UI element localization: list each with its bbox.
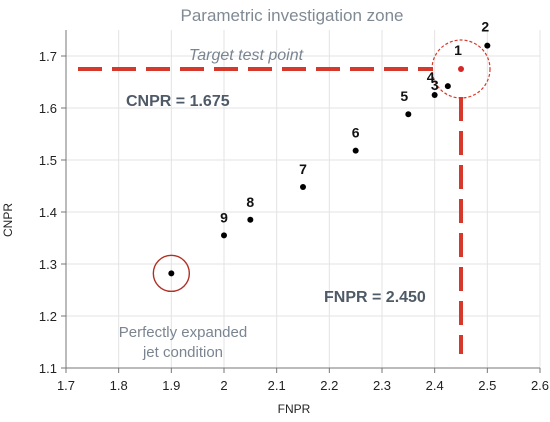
perfect-expanded-label-line2: jet condition (142, 344, 223, 361)
y-tick-label: 1.7 (39, 49, 57, 64)
y-tick-label: 1.2 (39, 309, 57, 324)
x-tick-label: 2.2 (320, 378, 338, 393)
x-tick-label: 2 (220, 378, 227, 393)
data-points (168, 42, 491, 277)
x-tick-label: 1.7 (57, 378, 75, 393)
y-tick-label: 1.4 (39, 205, 57, 220)
point-label: 1 (454, 42, 462, 58)
point-label: 2 (481, 19, 489, 35)
data-point (168, 270, 175, 277)
perfect-expanded-circle (152, 254, 191, 293)
point-label: 4 (427, 69, 435, 85)
y-tick-label: 1.5 (39, 153, 57, 168)
y-tick-label: 1.6 (39, 101, 57, 116)
point-label: 8 (246, 194, 254, 210)
x-tick-label: 1.8 (110, 378, 128, 393)
x-tick-label: 2.3 (373, 378, 391, 393)
perfect-expanded-label-line1: Perfectly expanded (119, 324, 247, 341)
x-tick-labels: 1.7 1.8 1.9 2 2.1 2.2 2.3 2.4 2.5 2.6 (57, 378, 549, 393)
chart-title: Parametric investigation zone (180, 6, 403, 25)
data-point (352, 147, 359, 154)
data-point (484, 42, 491, 49)
cnpr-reference-label: CNPR = 1.675 (126, 93, 230, 110)
data-point (444, 83, 451, 90)
y-axis-title: CNPR (1, 203, 15, 237)
x-tick-label: 1.9 (162, 378, 180, 393)
fnpr-reference-label: FNPR = 2.450 (324, 289, 426, 306)
grid (61, 30, 541, 373)
x-tick-label: 2.1 (268, 378, 286, 393)
data-point (405, 111, 412, 118)
x-tick-label: 2.4 (426, 378, 444, 393)
x-axis-title: FNPR (278, 402, 311, 416)
y-tick-label: 1.1 (39, 361, 57, 376)
point-labels: 1 2 34 5 6 7 8 9 (220, 19, 489, 226)
data-point (247, 216, 254, 223)
point-label: 3 (431, 77, 439, 93)
point-label: 5 (400, 88, 408, 104)
target-circle (431, 39, 491, 99)
x-tick-label: 2.5 (478, 378, 496, 393)
target-test-point-label: Target test point (189, 47, 304, 64)
data-point (458, 66, 464, 72)
point-label: 6 (352, 125, 360, 141)
data-point (431, 92, 438, 98)
point-label: 9 (220, 209, 228, 225)
y-tick-labels: 1.1 1.2 1.3 1.4 1.5 1.6 1.7 (39, 49, 57, 376)
point-label: 7 (299, 161, 307, 177)
data-point (300, 184, 306, 191)
data-point (221, 232, 227, 239)
y-tick-label: 1.3 (39, 257, 57, 272)
x-tick-label: 2.6 (531, 378, 549, 393)
